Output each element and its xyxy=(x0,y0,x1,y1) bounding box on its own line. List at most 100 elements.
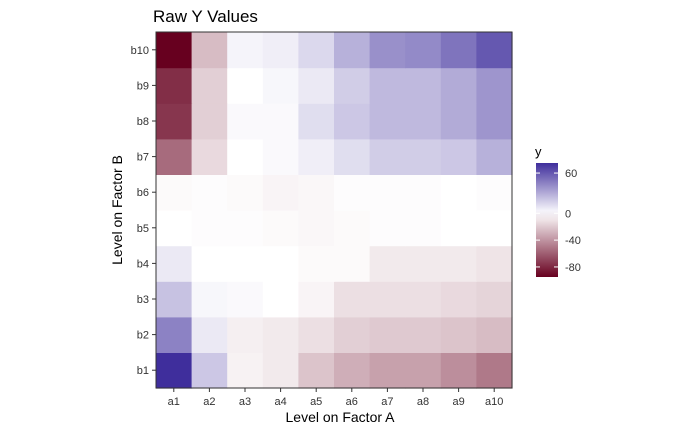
colorbar xyxy=(536,163,558,277)
colorbar-legend: y 60 0 -40 -80 xyxy=(535,144,581,277)
heatmap-cell-a8-b10 xyxy=(405,32,442,69)
heatmap-cell-a3-b10 xyxy=(227,32,264,69)
heatmap-cell-a3-b8 xyxy=(227,103,264,140)
heatmap-cell-a5-b4 xyxy=(298,245,335,282)
heatmap-cell-a10-b6 xyxy=(476,174,513,211)
y-tick-label: b6 xyxy=(137,187,149,199)
heatmap-cell-a5-b2 xyxy=(298,316,335,353)
heatmap-cell-a4-b7 xyxy=(262,138,299,175)
heatmap-cell-a6-b7 xyxy=(334,138,371,175)
heatmap-cell-a10-b2 xyxy=(476,316,513,353)
heatmap-cell-a8-b6 xyxy=(405,174,442,211)
x-tick-label: a9 xyxy=(452,396,464,408)
y-tick-label: b9 xyxy=(137,80,149,92)
heatmap-cell-a3-b9 xyxy=(227,67,264,104)
heatmap-cell-a10-b10 xyxy=(476,32,513,69)
heatmap-cell-a8-b9 xyxy=(405,67,442,104)
heatmap-cell-a4-b1 xyxy=(262,352,299,389)
x-tick-label: a4 xyxy=(274,396,286,408)
heatmap-cell-a9-b8 xyxy=(440,103,477,140)
colorbar-tick-label: -80 xyxy=(565,262,581,274)
heatmap-cell-a5-b9 xyxy=(298,67,335,104)
heatmap-cell-a1-b8 xyxy=(156,103,193,140)
heatmap-cell-a2-b1 xyxy=(191,352,228,389)
heatmap-cell-a3-b7 xyxy=(227,138,264,175)
heatmap-cell-a9-b10 xyxy=(440,32,477,69)
heatmap-cell-a6-b2 xyxy=(334,316,371,353)
heatmap-cell-a7-b7 xyxy=(369,138,406,175)
x-axis-title: Level on Factor A xyxy=(286,409,396,425)
y-tick-label: b10 xyxy=(131,45,149,57)
y-tick-label: b3 xyxy=(137,294,149,306)
y-tick-label: b2 xyxy=(137,330,149,342)
heatmap-cell-a2-b10 xyxy=(191,32,228,69)
heatmap-cell-a5-b7 xyxy=(298,138,335,175)
heatmap-cell-a3-b2 xyxy=(227,316,264,353)
heatmap-cell-a10-b3 xyxy=(476,281,513,318)
colorbar-tick-label: -40 xyxy=(565,235,581,247)
heatmap-cell-a2-b4 xyxy=(191,245,228,282)
heatmap-cell-a5-b8 xyxy=(298,103,335,140)
heatmap-cell-a1-b5 xyxy=(156,210,193,247)
legend-title: y xyxy=(535,144,542,159)
heatmap-cell-a8-b5 xyxy=(405,210,442,247)
x-tick-label: a7 xyxy=(381,396,393,408)
heatmap-cell-a3-b6 xyxy=(227,174,264,211)
heatmap-cell-a6-b4 xyxy=(334,245,371,282)
heatmap-cell-a4-b9 xyxy=(262,67,299,104)
x-tick-label: a10 xyxy=(485,396,503,408)
heatmap-cells xyxy=(156,32,513,389)
y-tick-label: b7 xyxy=(137,152,149,164)
heatmap-cell-a1-b10 xyxy=(156,32,193,69)
heatmap-cell-a7-b9 xyxy=(369,67,406,104)
heatmap-cell-a4-b8 xyxy=(262,103,299,140)
heatmap-cell-a1-b4 xyxy=(156,245,193,282)
heatmap-cell-a7-b5 xyxy=(369,210,406,247)
heatmap-cell-a1-b2 xyxy=(156,316,193,353)
heatmap-cell-a10-b7 xyxy=(476,138,513,175)
heatmap-cell-a7-b2 xyxy=(369,316,406,353)
x-tick-label: a8 xyxy=(417,396,429,408)
heatmap-cell-a2-b2 xyxy=(191,316,228,353)
heatmap-cell-a2-b3 xyxy=(191,281,228,318)
heatmap-cell-a5-b6 xyxy=(298,174,335,211)
heatmap-cell-a10-b1 xyxy=(476,352,513,389)
colorbar-ticks: 60 0 -40 -80 xyxy=(536,168,581,274)
heatmap-cell-a8-b3 xyxy=(405,281,442,318)
y-axis-title: Level on Factor B xyxy=(109,155,125,265)
heatmap-cell-a6-b9 xyxy=(334,67,371,104)
y-axis: b1 b2 b3 b4 b5 b6 b7 b8 b9 b10 xyxy=(131,45,156,377)
heatmap-cell-a7-b3 xyxy=(369,281,406,318)
x-axis: a1 a2 a3 a4 a5 a6 a7 a8 a9 a10 xyxy=(168,388,503,408)
y-tick-label: b5 xyxy=(137,223,149,235)
heatmap-cell-a9-b4 xyxy=(440,245,477,282)
x-tick-label: a5 xyxy=(310,396,322,408)
x-tick-label: a1 xyxy=(168,396,180,408)
heatmap-cell-a8-b7 xyxy=(405,138,442,175)
heatmap-cell-a3-b3 xyxy=(227,281,264,318)
heatmap-cell-a10-b9 xyxy=(476,67,513,104)
heatmap-cell-a5-b10 xyxy=(298,32,335,69)
heatmap-cell-a7-b10 xyxy=(369,32,406,69)
colorbar-tick-label: 0 xyxy=(565,208,571,220)
heatmap-cell-a9-b5 xyxy=(440,210,477,247)
heatmap-cell-a4-b10 xyxy=(262,32,299,69)
heatmap-cell-a9-b1 xyxy=(440,352,477,389)
heatmap-cell-a7-b8 xyxy=(369,103,406,140)
heatmap-cell-a9-b6 xyxy=(440,174,477,211)
heatmap-cell-a2-b6 xyxy=(191,174,228,211)
heatmap-cell-a6-b10 xyxy=(334,32,371,69)
heatmap-cell-a8-b4 xyxy=(405,245,442,282)
heatmap-cell-a8-b2 xyxy=(405,316,442,353)
heatmap-cell-a2-b5 xyxy=(191,210,228,247)
heatmap-cell-a6-b1 xyxy=(334,352,371,389)
heatmap-cell-a3-b5 xyxy=(227,210,264,247)
heatmap-cell-a2-b8 xyxy=(191,103,228,140)
heatmap-cell-a4-b3 xyxy=(262,281,299,318)
heatmap-cell-a1-b3 xyxy=(156,281,193,318)
heatmap-cell-a6-b5 xyxy=(334,210,371,247)
heatmap-cell-a1-b9 xyxy=(156,67,193,104)
heatmap-cell-a6-b3 xyxy=(334,281,371,318)
